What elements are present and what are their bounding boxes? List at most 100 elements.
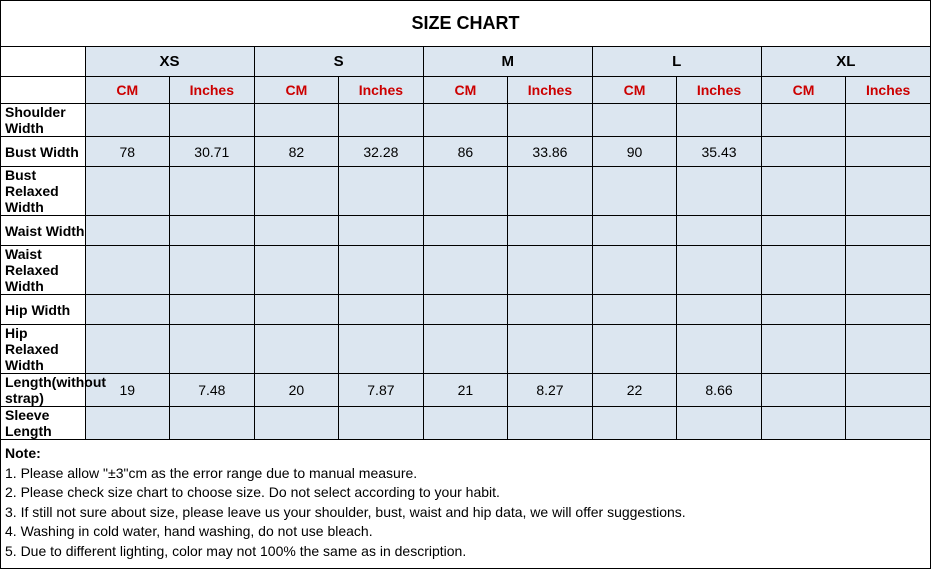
- table-row: Shoulder Width: [1, 104, 931, 137]
- measurement-value: 20: [254, 374, 339, 407]
- measurement-value: [423, 325, 508, 374]
- measurement-value: [761, 104, 846, 137]
- measurement-value: [677, 167, 762, 216]
- measurement-label: Waist Relaxed Width: [1, 246, 86, 295]
- size-header-row: XS S M L XL: [1, 47, 931, 77]
- notes-row: Note: 1. Please allow "±3"cm as the erro…: [1, 440, 931, 569]
- measurement-value: [677, 104, 762, 137]
- measurement-value: [423, 295, 508, 325]
- measurement-value: [423, 407, 508, 440]
- unit-inches: Inches: [170, 77, 255, 104]
- measurement-value: [508, 104, 593, 137]
- measurement-value: [170, 216, 255, 246]
- chart-title: SIZE CHART: [1, 1, 931, 47]
- unit-cm: CM: [761, 77, 846, 104]
- title-row: SIZE CHART: [1, 1, 931, 47]
- measurement-value: [170, 325, 255, 374]
- measurement-label: Bust Width: [1, 137, 86, 167]
- measurement-value: 32.28: [339, 137, 424, 167]
- measurement-value: [85, 104, 170, 137]
- measurement-value: 90: [592, 137, 677, 167]
- unit-header-row: CM Inches CM Inches CM Inches CM Inches …: [1, 77, 931, 104]
- unit-inches: Inches: [508, 77, 593, 104]
- measurement-value: [85, 246, 170, 295]
- measurement-value: [508, 295, 593, 325]
- measurement-value: 21: [423, 374, 508, 407]
- measurement-value: [423, 246, 508, 295]
- measurement-value: 22: [592, 374, 677, 407]
- measurement-value: [170, 246, 255, 295]
- measurement-value: 33.86: [508, 137, 593, 167]
- measurement-value: [677, 295, 762, 325]
- measurement-value: [254, 216, 339, 246]
- measurement-value: [85, 216, 170, 246]
- measurement-value: [677, 407, 762, 440]
- measurement-value: [254, 295, 339, 325]
- measurement-value: [761, 325, 846, 374]
- measurement-value: [254, 407, 339, 440]
- measurement-value: [761, 167, 846, 216]
- measurement-value: [85, 407, 170, 440]
- table-row: Hip Width: [1, 295, 931, 325]
- notes-title: Note:: [5, 444, 926, 464]
- unit-inches: Inches: [677, 77, 762, 104]
- measurement-value: [423, 104, 508, 137]
- notes-cell: Note: 1. Please allow "±3"cm as the erro…: [1, 440, 931, 569]
- measurement-label: Hip Relaxed Width: [1, 325, 86, 374]
- table-row: Waist Relaxed Width: [1, 246, 931, 295]
- table-row: Hip Relaxed Width: [1, 325, 931, 374]
- measurement-value: 86: [423, 137, 508, 167]
- measurement-value: [339, 216, 424, 246]
- measurement-value: [761, 407, 846, 440]
- measurement-value: [508, 246, 593, 295]
- measurement-value: [339, 407, 424, 440]
- measurement-value: [592, 216, 677, 246]
- measurement-value: [254, 104, 339, 137]
- measurement-value: [339, 167, 424, 216]
- measurement-value: [508, 167, 593, 216]
- measurement-value: 8.27: [508, 374, 593, 407]
- measurement-value: [761, 216, 846, 246]
- note-line: 5. Due to different lighting, color may …: [5, 542, 926, 562]
- measurement-label: Hip Width: [1, 295, 86, 325]
- table-row: Sleeve Length: [1, 407, 931, 440]
- measurement-value: [85, 295, 170, 325]
- measurement-value: [592, 295, 677, 325]
- measurement-value: [592, 407, 677, 440]
- measurement-value: 78: [85, 137, 170, 167]
- measurement-value: 7.87: [339, 374, 424, 407]
- measurement-value: [339, 295, 424, 325]
- measurement-label: Bust Relaxed Width: [1, 167, 86, 216]
- measurement-value: [592, 246, 677, 295]
- size-header-blank: [1, 47, 86, 77]
- unit-cm: CM: [423, 77, 508, 104]
- measurement-value: [170, 295, 255, 325]
- measurement-value: [846, 167, 931, 216]
- table-row: Waist Width: [1, 216, 931, 246]
- measurement-value: [677, 246, 762, 295]
- measurement-value: [846, 246, 931, 295]
- table-row: Length(without strap)197.48207.87218.272…: [1, 374, 931, 407]
- measurement-value: [677, 325, 762, 374]
- measurement-label: Sleeve Length: [1, 407, 86, 440]
- measurement-value: [254, 167, 339, 216]
- measurement-value: 82: [254, 137, 339, 167]
- note-line: 2. Please check size chart to choose siz…: [5, 483, 926, 503]
- size-chart-table: SIZE CHART XS S M L XL CM Inches CM Inch…: [0, 0, 931, 569]
- measurement-value: [339, 325, 424, 374]
- measurement-value: [846, 374, 931, 407]
- measurement-value: [423, 167, 508, 216]
- size-header-xs: XS: [85, 47, 254, 77]
- size-header-l: L: [592, 47, 761, 77]
- measurement-value: [85, 325, 170, 374]
- unit-inches: Inches: [846, 77, 931, 104]
- measurement-value: [339, 246, 424, 295]
- measurement-value: [592, 104, 677, 137]
- measurement-value: [508, 216, 593, 246]
- measurement-value: [423, 216, 508, 246]
- measurement-value: [677, 216, 762, 246]
- unit-header-blank: [1, 77, 86, 104]
- measurement-value: [592, 325, 677, 374]
- size-header-s: S: [254, 47, 423, 77]
- note-line: 4. Washing in cold water, hand washing, …: [5, 522, 926, 542]
